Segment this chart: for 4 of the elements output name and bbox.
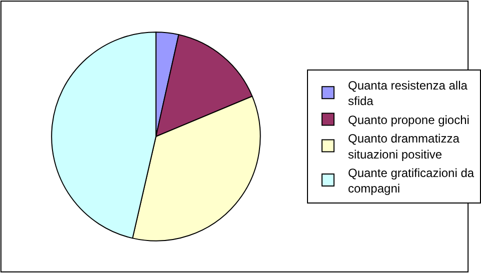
legend-label: Quanto drammatizza situazioni positive <box>348 132 460 162</box>
legend-label: Quante gratificazioni da compagni <box>348 166 474 196</box>
legend-label: Quanta resistenza alla sfida <box>348 78 468 108</box>
legend-label: Quanto propone giochi <box>348 112 470 127</box>
